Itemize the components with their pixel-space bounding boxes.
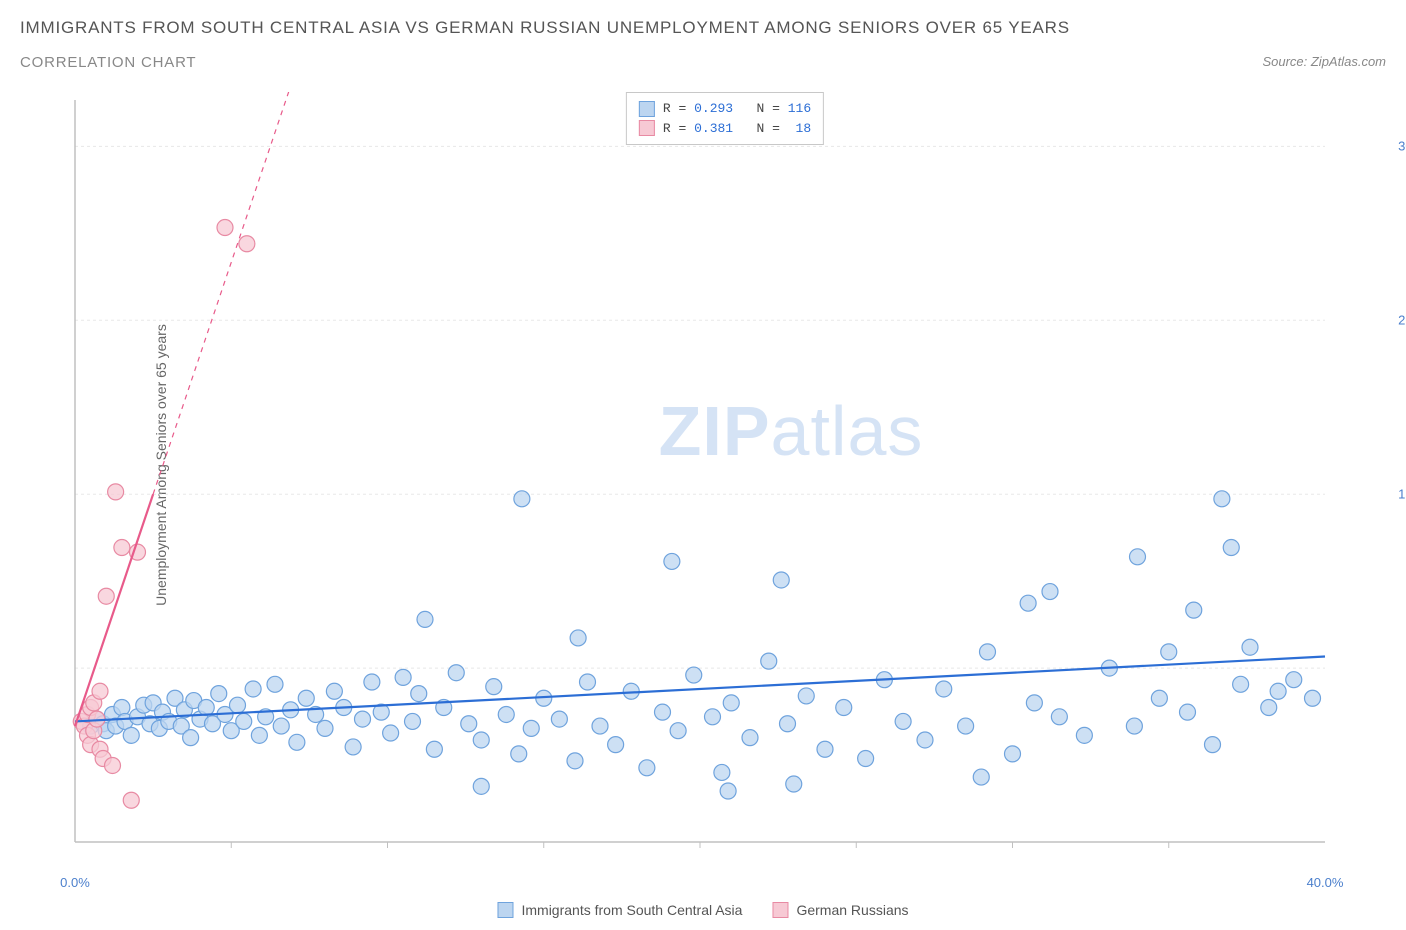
x-tick-label: 40.0% bbox=[1307, 875, 1344, 890]
legend-series-label: German Russians bbox=[796, 902, 908, 918]
y-tick-label: 22.5% bbox=[1398, 313, 1406, 328]
correlation-legend: R = 0.293 N = 116 R = 0.381 N = 18 bbox=[626, 92, 824, 145]
y-tick-label: 15.0% bbox=[1398, 487, 1406, 502]
legend-stat-row: R = 0.293 N = 116 bbox=[639, 99, 811, 119]
y-tick-label: 30.0% bbox=[1398, 139, 1406, 154]
source-attribution: Source: ZipAtlas.com bbox=[1262, 54, 1386, 69]
legend-series-item: Immigrants from South Central Asia bbox=[497, 902, 742, 918]
legend-stat-row: R = 0.381 N = 18 bbox=[639, 119, 811, 139]
legend-swatch bbox=[639, 101, 655, 117]
legend-swatch bbox=[772, 902, 788, 918]
scatter-plot bbox=[65, 92, 1385, 862]
series-legend: Immigrants from South Central Asia German… bbox=[497, 902, 908, 918]
chart-title: IMMIGRANTS FROM SOUTH CENTRAL ASIA VS GE… bbox=[20, 18, 1070, 38]
legend-swatch bbox=[497, 902, 513, 918]
legend-series-item: German Russians bbox=[772, 902, 908, 918]
legend-swatch bbox=[639, 120, 655, 136]
x-tick-label: 0.0% bbox=[60, 875, 90, 890]
chart-subtitle: CORRELATION CHART bbox=[20, 54, 196, 71]
legend-series-label: Immigrants from South Central Asia bbox=[521, 902, 742, 918]
chart-area: ZIPatlas R = 0.293 N = 116 R = 0.381 N =… bbox=[65, 92, 1385, 862]
